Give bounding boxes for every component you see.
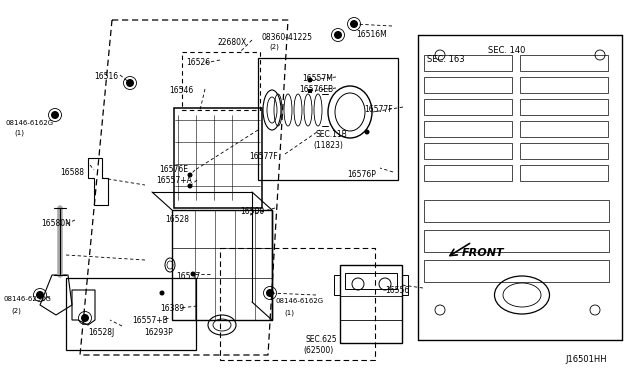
Circle shape bbox=[266, 289, 274, 297]
Circle shape bbox=[334, 31, 342, 39]
Bar bbox=[424, 99, 512, 115]
Text: 16577F: 16577F bbox=[364, 105, 392, 114]
Bar bbox=[334, 275, 340, 295]
Bar bbox=[340, 265, 402, 343]
Text: (2): (2) bbox=[269, 44, 279, 51]
Circle shape bbox=[191, 272, 195, 276]
Text: 16577F: 16577F bbox=[249, 152, 278, 161]
Circle shape bbox=[51, 111, 59, 119]
Bar bbox=[182, 52, 260, 110]
Text: 08146-6162G: 08146-6162G bbox=[276, 298, 324, 304]
Text: 16557: 16557 bbox=[176, 272, 200, 281]
Text: SEC. 163: SEC. 163 bbox=[427, 55, 465, 64]
Text: SEC.625: SEC.625 bbox=[305, 335, 337, 344]
Text: J16501HH: J16501HH bbox=[565, 355, 607, 364]
Text: 16576E: 16576E bbox=[159, 165, 188, 174]
Text: 08360-41225: 08360-41225 bbox=[262, 33, 313, 42]
Bar bbox=[424, 55, 512, 71]
Text: 16588: 16588 bbox=[60, 168, 84, 177]
Text: 16528J: 16528J bbox=[88, 328, 115, 337]
Bar bbox=[520, 143, 608, 159]
Text: (1): (1) bbox=[14, 130, 24, 137]
Circle shape bbox=[188, 183, 193, 189]
Bar bbox=[520, 55, 608, 71]
Bar bbox=[520, 165, 608, 181]
Text: (2): (2) bbox=[11, 307, 21, 314]
Bar bbox=[424, 200, 609, 222]
Bar bbox=[424, 121, 512, 137]
Bar bbox=[424, 165, 512, 181]
Text: 08146-6162G: 08146-6162G bbox=[6, 120, 54, 126]
Circle shape bbox=[159, 291, 164, 295]
Circle shape bbox=[350, 20, 358, 28]
Text: 16576EB: 16576EB bbox=[299, 85, 333, 94]
Text: 08146-6252G: 08146-6252G bbox=[4, 296, 52, 302]
Text: 16526: 16526 bbox=[186, 58, 210, 67]
Circle shape bbox=[307, 77, 312, 83]
Bar bbox=[520, 77, 608, 93]
Text: 16500: 16500 bbox=[240, 207, 264, 216]
Text: 16576P: 16576P bbox=[347, 170, 376, 179]
Text: SEC. 140: SEC. 140 bbox=[488, 46, 525, 55]
Circle shape bbox=[81, 314, 89, 322]
Bar bbox=[172, 210, 272, 320]
Circle shape bbox=[188, 173, 193, 177]
Bar bbox=[424, 230, 609, 252]
Text: 16293P: 16293P bbox=[144, 328, 173, 337]
Bar bbox=[520, 121, 608, 137]
Text: 16516M: 16516M bbox=[356, 30, 387, 39]
Bar bbox=[424, 260, 609, 282]
Circle shape bbox=[126, 79, 134, 87]
Bar bbox=[258, 58, 398, 180]
Text: (62500): (62500) bbox=[303, 346, 333, 355]
Text: 22680X: 22680X bbox=[218, 38, 247, 47]
Bar bbox=[424, 77, 512, 93]
Bar bbox=[174, 108, 262, 208]
Bar bbox=[308, 89, 312, 93]
Text: 16516: 16516 bbox=[94, 72, 118, 81]
Circle shape bbox=[365, 129, 369, 135]
Text: 16528: 16528 bbox=[165, 215, 189, 224]
Bar bbox=[66, 278, 196, 350]
Text: 16580N: 16580N bbox=[41, 219, 71, 228]
Text: 16557M: 16557M bbox=[302, 74, 333, 83]
Text: 16556: 16556 bbox=[385, 286, 409, 295]
Bar bbox=[424, 143, 512, 159]
Text: FRONT: FRONT bbox=[462, 248, 504, 258]
Text: 16389: 16389 bbox=[160, 304, 184, 313]
Text: 16546: 16546 bbox=[169, 86, 193, 95]
Bar bbox=[402, 275, 408, 295]
Text: 16557+A: 16557+A bbox=[156, 176, 192, 185]
Text: (11823): (11823) bbox=[313, 141, 343, 150]
Text: 16557+B: 16557+B bbox=[132, 316, 168, 325]
Bar bbox=[345, 273, 397, 289]
Bar bbox=[520, 99, 608, 115]
Circle shape bbox=[36, 291, 44, 299]
Text: SEC.11B: SEC.11B bbox=[315, 130, 347, 139]
Text: (1): (1) bbox=[284, 309, 294, 315]
